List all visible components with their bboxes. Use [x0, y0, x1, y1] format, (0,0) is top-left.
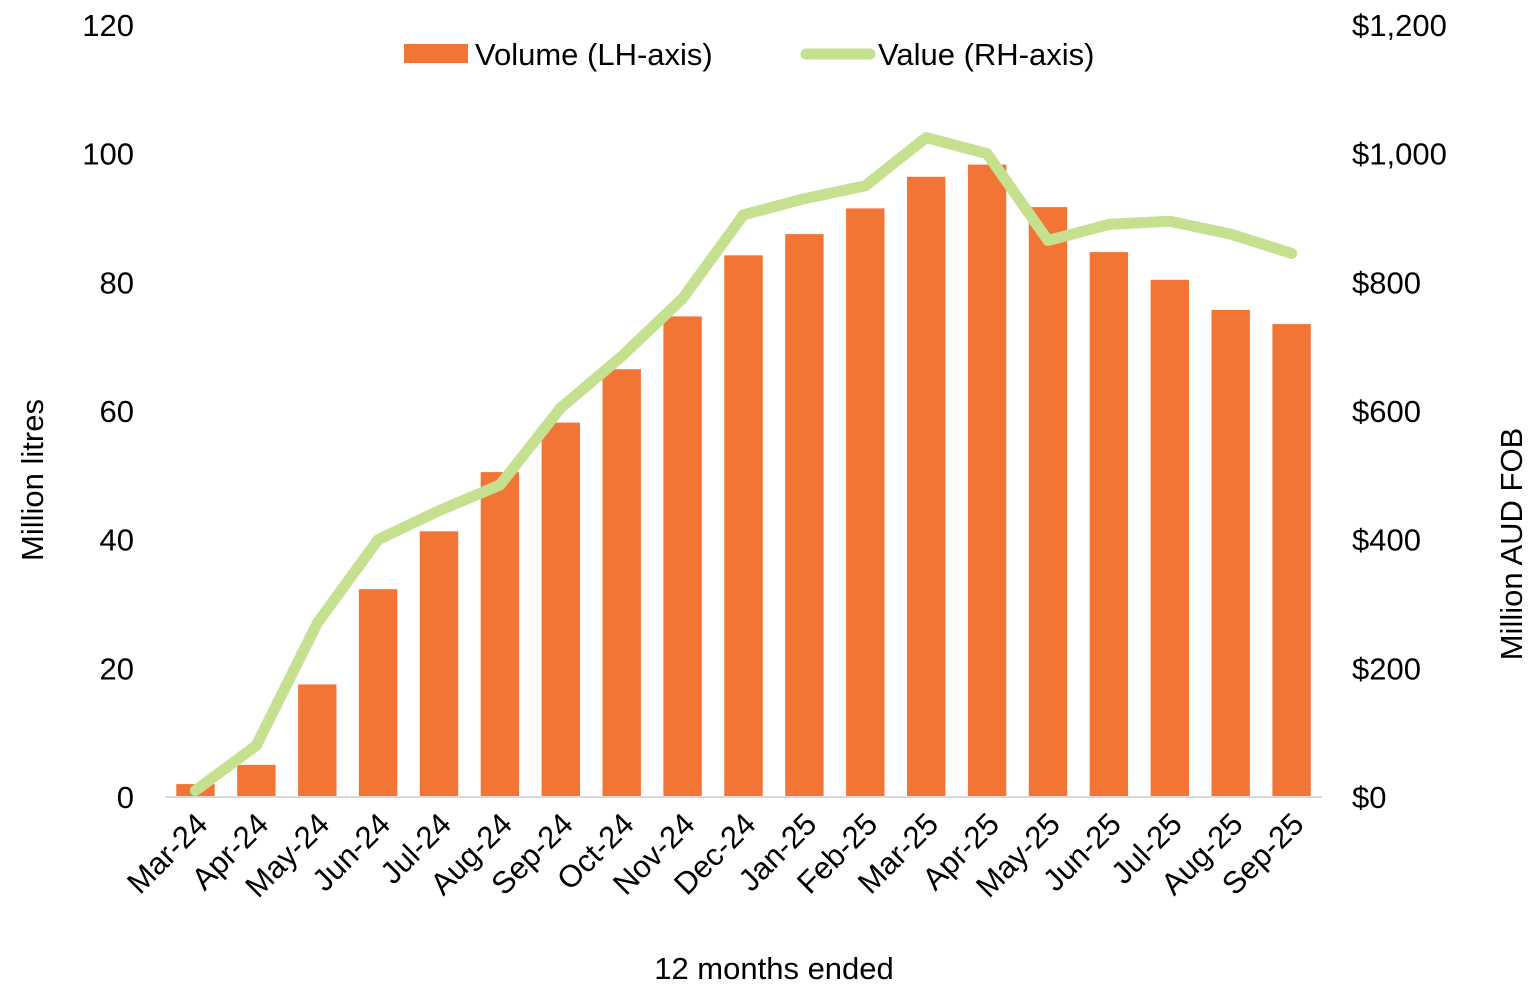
- y-tick-left-label: 120: [82, 8, 134, 43]
- bar-jul-24: [419, 531, 459, 797]
- y-tick-left-label: 40: [100, 523, 134, 558]
- bar-mar-25: [907, 176, 946, 798]
- bar-nov-24: [663, 316, 702, 797]
- bar-jun-24: [358, 589, 398, 797]
- y-tick-right-label: $600: [1352, 394, 1421, 429]
- y-tick-right-label: $200: [1352, 651, 1421, 686]
- bar-sep-24: [541, 422, 580, 797]
- y-axis-title-left: Million litres: [15, 399, 50, 561]
- y-tick-left-label: 0: [117, 780, 134, 815]
- y-tick-right-label: $400: [1352, 523, 1421, 558]
- line-series-value: [189, 132, 1298, 797]
- bar-aug-25: [1211, 310, 1250, 797]
- y-tick-left-label: 60: [100, 394, 134, 429]
- y-tick-right-label: $800: [1352, 265, 1421, 300]
- y-tick-left-label: 100: [82, 137, 134, 172]
- y-tick-right-label: $1,000: [1352, 137, 1447, 172]
- bar-sep-25: [1272, 324, 1311, 797]
- y-tick-right-label: $1,200: [1352, 8, 1447, 43]
- legend-label-value: Value (RH-axis): [878, 37, 1094, 72]
- y-tick-left-label: 20: [100, 651, 134, 686]
- bar-dec-24: [724, 255, 763, 798]
- y-axis-right: $0 $200 $400 $600 $800 $1,000 $1,200: [1352, 8, 1447, 815]
- legend-label-volume: Volume (LH-axis): [475, 37, 713, 72]
- legend-swatch-volume: [404, 44, 468, 63]
- bar-jul-25: [1150, 279, 1189, 797]
- legend: Volume (LH-axis) Value (RH-axis): [404, 37, 1094, 72]
- bar-jun-25: [1089, 252, 1129, 798]
- bar-oct-24: [602, 369, 641, 797]
- bar-feb-25: [846, 208, 885, 797]
- x-axis: Mar-24Apr-24May-24Jun-24Jul-24Aug-24Sep-…: [120, 806, 1310, 904]
- x-axis-title: 12 months ended: [654, 951, 894, 986]
- bar-jan-25: [785, 234, 824, 798]
- y-tick-right-label: $0: [1352, 780, 1386, 815]
- bar-may-25: [1028, 207, 1068, 798]
- bar-may-24: [298, 684, 337, 797]
- bar-series-volume: [176, 164, 1311, 798]
- y-axis-title-right: Million AUD FOB: [1494, 428, 1529, 661]
- bar-apr-24: [237, 764, 276, 797]
- bar-apr-25: [967, 164, 1007, 798]
- bar-aug-24: [480, 472, 520, 797]
- y-axis-left: 0 20 40 60 80 100 120: [82, 8, 134, 815]
- y-tick-left-label: 80: [100, 265, 134, 300]
